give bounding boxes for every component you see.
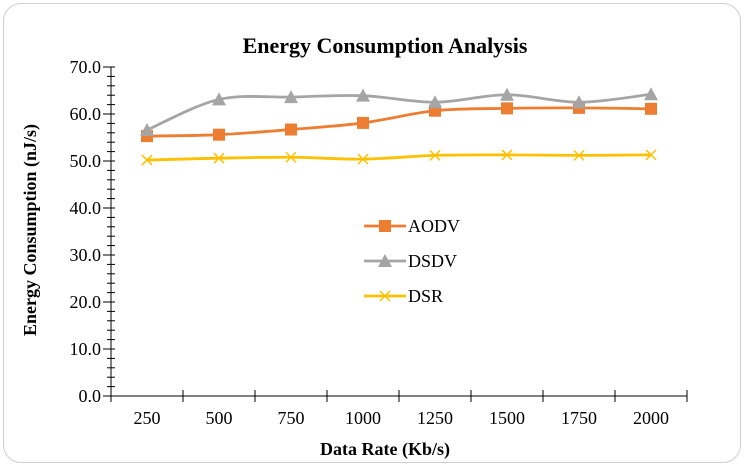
marker-stroke <box>429 149 441 161</box>
marker-stroke <box>379 290 391 302</box>
data-point-dsdv <box>572 95 586 109</box>
x-tick-label: 1000 <box>345 408 381 428</box>
data-point-dsr <box>501 149 513 161</box>
x-axis-label: Data Rate (Kb/s) <box>320 439 450 460</box>
data-point-aodv <box>357 116 369 129</box>
data-point-aodv <box>501 102 513 115</box>
marker-stroke <box>357 153 369 165</box>
data-point-dsdv <box>428 95 442 109</box>
y-tick-label: 60.0 <box>70 104 102 124</box>
data-point-dsdv <box>644 87 658 101</box>
data-point-aodv <box>645 102 657 115</box>
y-tick-label: 20.0 <box>70 292 102 312</box>
y-axis-label: Energy Consumption (nJ/s) <box>20 124 41 336</box>
data-point-dsr <box>573 149 585 161</box>
axes: 0.0 10.0 20.0 30.0 40.0 50.0 60.0 70.0 250 500 750… <box>70 57 688 428</box>
legend: AODV DSDV DSR <box>364 216 460 306</box>
data-point-aodv <box>213 128 225 141</box>
x-tick-label: 1750 <box>561 408 597 428</box>
y-tick-label: 10.0 <box>70 339 102 359</box>
series-layer <box>140 87 658 166</box>
legend-marker <box>378 254 392 267</box>
legend-label: AODV <box>408 216 460 236</box>
legend-label: DSR <box>408 286 443 306</box>
y-tick-label: 70.0 <box>70 57 102 77</box>
marker-stroke <box>213 152 225 164</box>
x-tick-label: 2000 <box>633 408 669 428</box>
x-tick-label: 750 <box>278 408 305 428</box>
x-tick-label: 250 <box>134 408 161 428</box>
data-point-dsr <box>645 149 657 161</box>
marker-stroke <box>285 151 297 163</box>
series-dsdv <box>140 87 658 136</box>
legend-marker <box>379 290 391 302</box>
y-tick-label: 50.0 <box>70 151 102 171</box>
marker-stroke <box>501 149 513 161</box>
data-point-dsr <box>429 149 441 161</box>
chart-frame <box>3 3 741 463</box>
x-tick-label: 1250 <box>417 408 453 428</box>
y-tick-label: 40.0 <box>70 198 102 218</box>
marker-stroke <box>141 154 153 166</box>
data-point-aodv <box>285 123 297 136</box>
series-dsr <box>141 149 657 166</box>
data-point-dsr <box>141 154 153 166</box>
series-line-dsr <box>146 153 652 162</box>
legend-marker <box>379 220 391 232</box>
legend-item-dsr: DSR <box>364 286 443 306</box>
data-point-dsdv <box>500 87 514 101</box>
data-point-dsr <box>285 151 297 163</box>
series-line-dsdv <box>146 92 652 132</box>
data-point-dsr <box>357 153 369 165</box>
legend-item-dsdv: DSDV <box>364 251 457 271</box>
marker-stroke <box>645 149 657 161</box>
x-tick-label: 500 <box>206 408 233 428</box>
data-point-dsdv <box>212 92 226 106</box>
marker-stroke <box>573 149 585 161</box>
data-point-dsdv <box>284 90 298 104</box>
y-tick-label: 0.0 <box>79 386 102 406</box>
data-point-dsr <box>213 152 225 164</box>
data-point-dsdv <box>356 88 370 102</box>
data-point-dsdv <box>140 122 154 136</box>
y-tick-label: 30.0 <box>70 245 102 265</box>
x-tick-label: 1500 <box>489 408 525 428</box>
legend-label: DSDV <box>408 251 457 271</box>
legend-item-aodv: AODV <box>364 216 460 236</box>
chart-title: Energy Consumption Analysis <box>243 33 528 58</box>
